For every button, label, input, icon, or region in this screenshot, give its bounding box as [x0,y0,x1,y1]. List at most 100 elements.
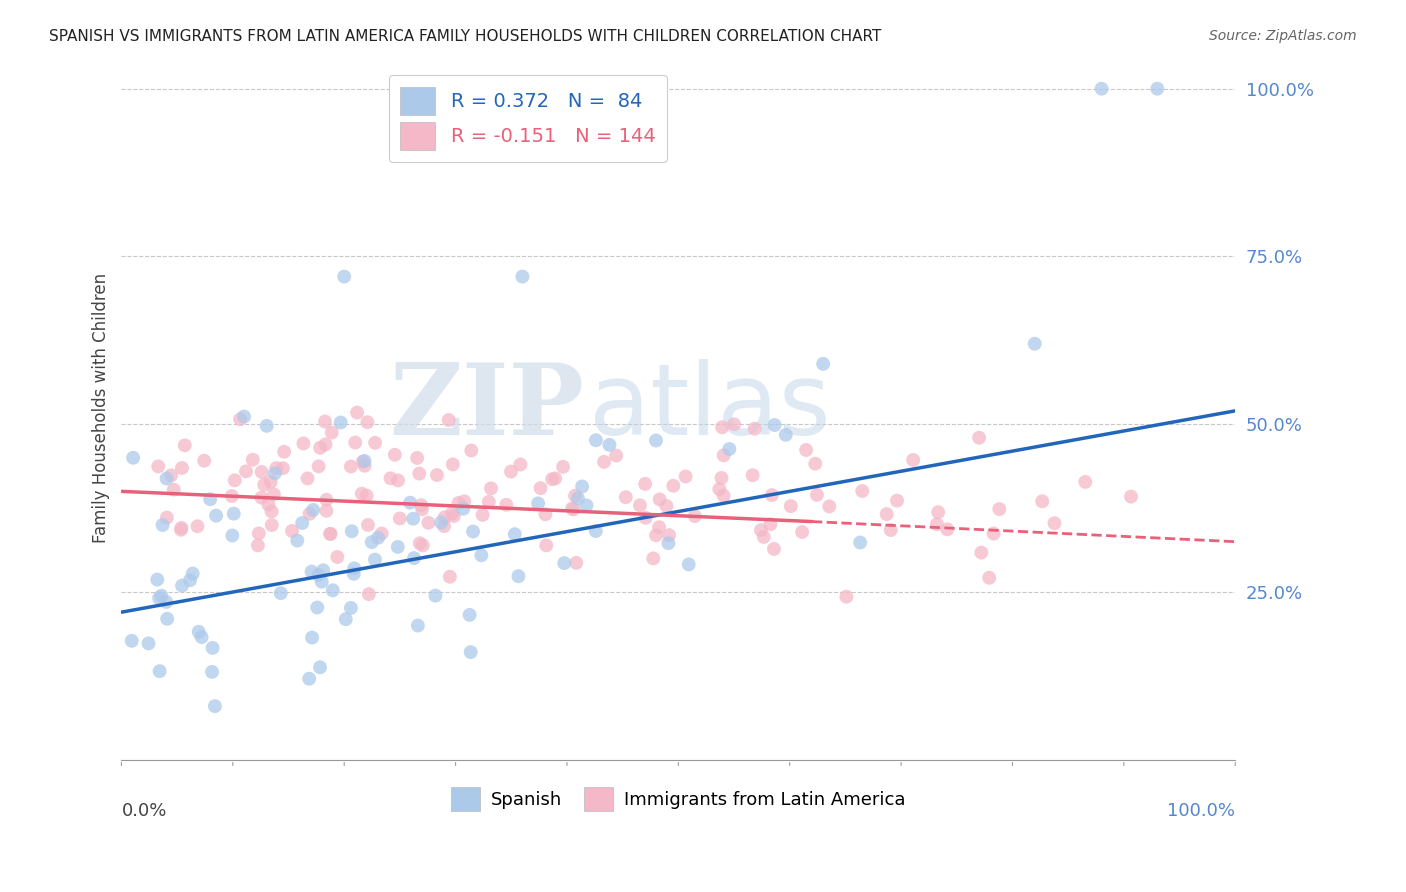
Point [181,566,204,581]
Point [200,492,222,507]
Point [298,507,321,521]
Point [148,591,170,606]
Point [285,533,308,548]
Text: 100.0%: 100.0% [1167,802,1236,820]
Point [271,461,294,475]
Point [634,511,657,525]
Point [170,521,193,535]
Point [598,438,620,452]
Point [384,448,406,462]
Point [122,450,145,465]
Point [221,489,243,503]
Point [156,612,179,626]
Point [187,624,209,639]
Point [155,595,177,609]
Point [658,528,681,542]
Point [326,549,349,564]
Point [247,526,270,541]
Point [794,443,817,458]
Point [260,504,283,518]
Point [741,468,763,483]
Point [370,526,392,541]
Point [387,474,409,488]
Point [460,645,482,659]
Point [246,538,269,552]
Point [233,409,256,424]
Point [662,479,685,493]
Point [235,464,257,478]
Point [367,531,389,545]
Point [851,483,873,498]
Point [266,461,288,475]
Point [567,491,589,506]
Point [818,500,841,514]
Point [149,664,172,678]
Point [260,518,283,533]
Point [352,455,374,469]
Point [418,516,440,530]
Point [503,527,526,541]
Point [460,443,482,458]
Point [425,589,447,603]
Point [645,434,668,448]
Point [1119,490,1142,504]
Point [204,699,226,714]
Point [357,518,380,533]
Point [983,526,1005,541]
Point [193,454,215,468]
Point [201,640,224,655]
Point [312,563,335,577]
Point [302,503,325,517]
Point [319,527,342,541]
Point [979,571,1001,585]
Point [433,519,456,533]
Point [761,488,783,502]
Point [322,583,344,598]
Point [315,492,337,507]
Point [479,482,502,496]
Point [628,499,651,513]
Point [426,468,449,483]
Point [512,269,534,284]
Point [329,416,352,430]
Point [256,418,278,433]
Point [343,566,366,581]
Point [553,556,575,570]
Point [811,357,834,371]
Point [353,454,375,468]
Point [551,459,574,474]
Point [1146,81,1168,95]
Point [229,412,252,426]
Point [541,472,564,486]
Y-axis label: Family Households with Children: Family Households with Children [93,272,110,542]
Point [886,493,908,508]
Point [402,551,425,566]
Point [437,413,460,427]
Point [565,556,588,570]
Point [461,524,484,539]
Point [406,618,429,632]
Point [970,545,993,559]
Point [155,471,177,485]
Point [744,422,766,436]
Point [138,636,160,650]
Point [308,459,330,474]
Point [250,491,273,505]
Point [250,465,273,479]
Point [585,434,607,448]
Point [356,489,378,503]
Point [648,520,671,534]
Point [1074,475,1097,489]
Point [148,459,170,474]
Point [471,508,494,522]
Point [315,504,337,518]
Point [529,481,551,495]
Point [451,501,474,516]
Point [146,573,169,587]
Text: 0.0%: 0.0% [121,802,167,820]
Point [263,467,285,481]
Point [835,590,858,604]
Point [683,509,706,524]
Point [163,483,186,497]
Point [678,558,700,572]
